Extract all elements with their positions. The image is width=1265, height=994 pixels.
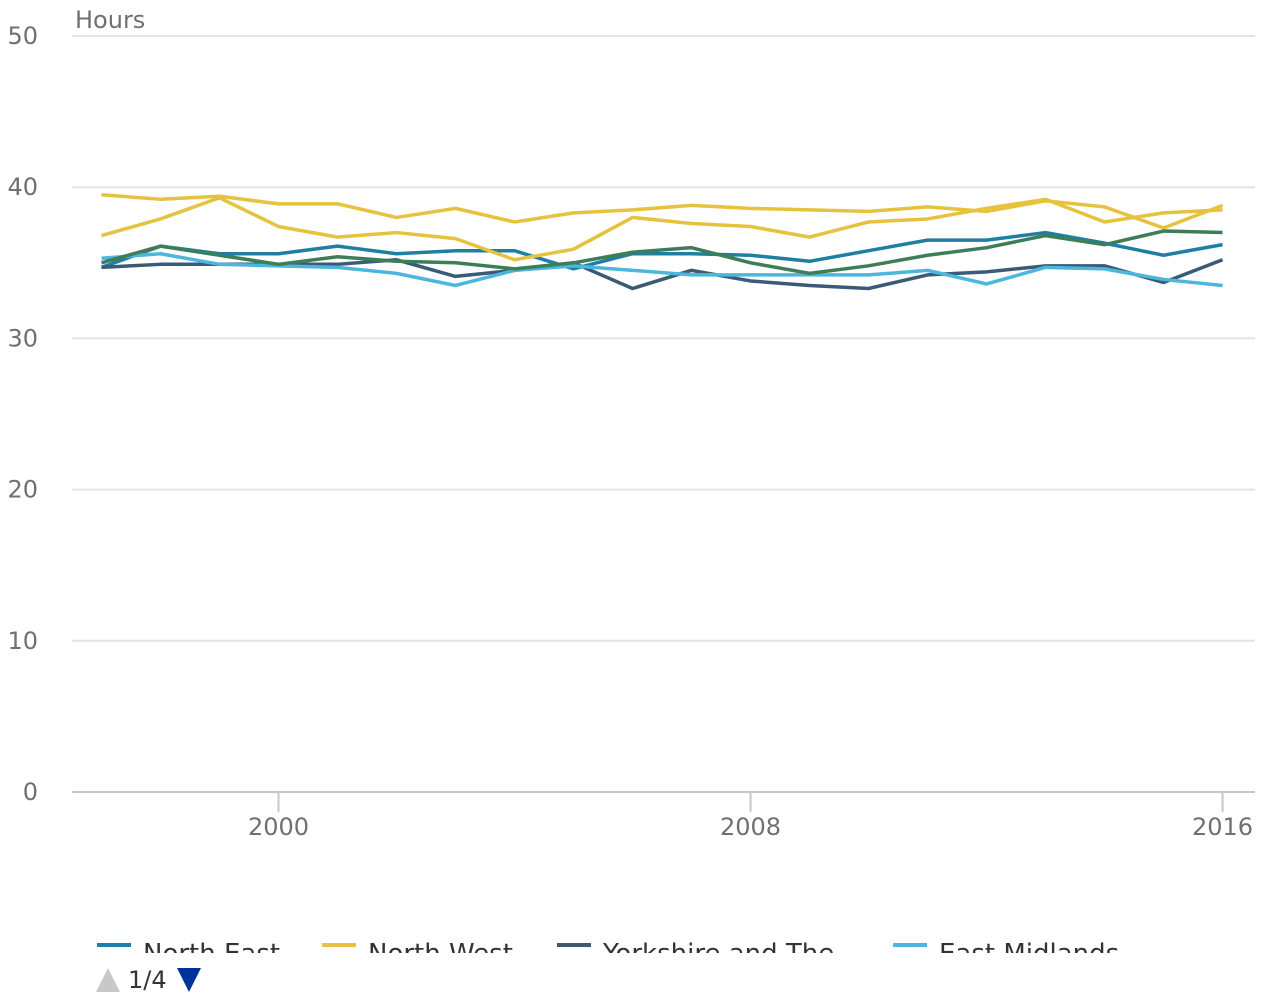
legend-page-number: 1/4 xyxy=(128,966,167,994)
y-tick-label: 10 xyxy=(7,627,38,655)
series-line xyxy=(101,229,1223,276)
y-tick-label: 0 xyxy=(23,778,38,806)
legend-label: North West xyxy=(368,939,513,969)
legend-page-up[interactable] xyxy=(96,968,120,992)
x-tick-label: 2000 xyxy=(248,813,309,841)
x-tick-label: 2008 xyxy=(720,813,781,841)
y-tick-label: 50 xyxy=(7,22,38,50)
legend-label: Yorkshire and The xyxy=(602,939,834,969)
y-tick-label: 30 xyxy=(7,324,38,352)
series-line xyxy=(100,230,1223,271)
plot-area xyxy=(100,193,1224,291)
legend-page-down[interactable] xyxy=(177,968,201,992)
series-line xyxy=(101,251,1223,288)
y-tick-label: 20 xyxy=(7,476,38,504)
x-tick-label: 2016 xyxy=(1192,813,1253,841)
legend-label: North East xyxy=(143,939,280,969)
series-line xyxy=(101,193,1224,230)
y-tick-label: 40 xyxy=(7,173,38,201)
y-axis-label: Hours xyxy=(75,6,145,34)
grid: 0 10 20 30 40 50 2000 2008 2016 xyxy=(7,22,1255,841)
legend-label: East Midlands xyxy=(939,939,1119,969)
legend: North East North West Yorkshire and The Eas… xyxy=(97,939,1119,969)
